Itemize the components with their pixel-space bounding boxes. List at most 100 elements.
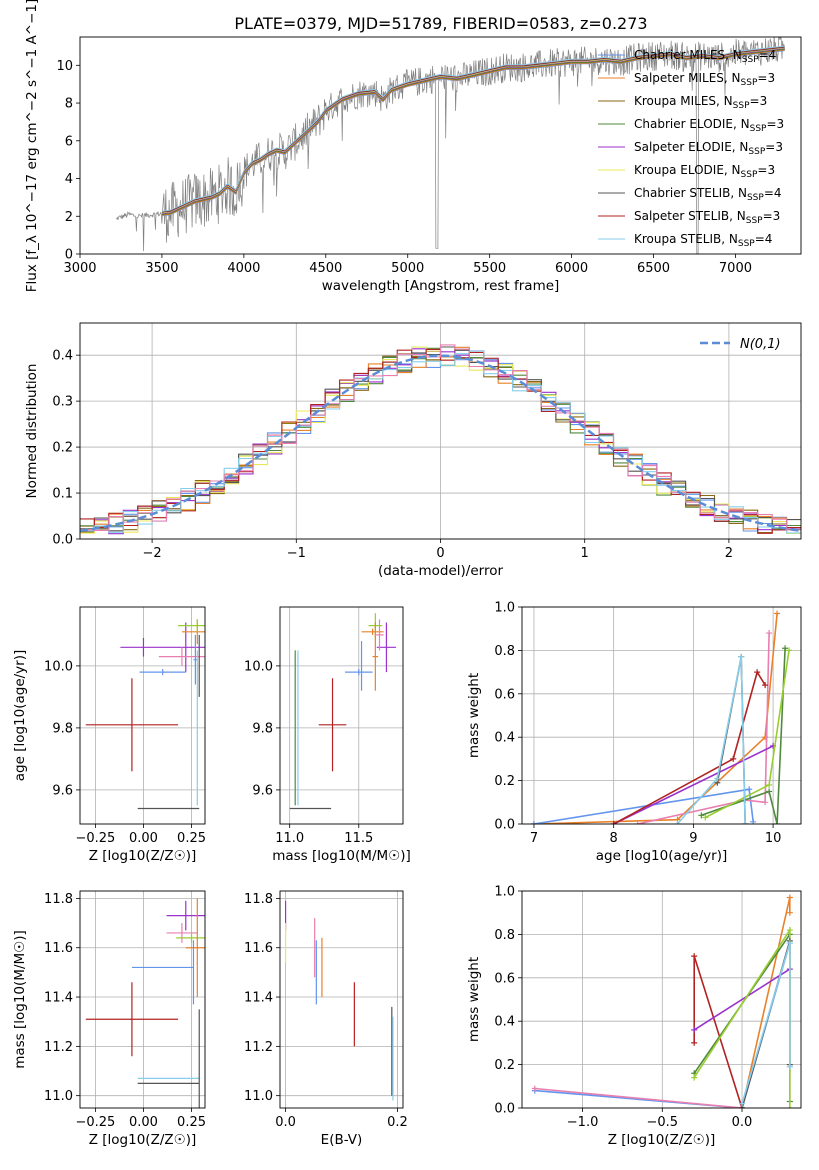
error-cross — [176, 932, 205, 943]
y-tick-label: 0.3 — [52, 395, 73, 410]
age-vs-Z-axes: −0.25 0.00 0.25 9.6 9.8 10.0 — [44, 607, 206, 846]
series-line — [676, 656, 746, 824]
mass-vs-Z-plot-area — [85, 898, 205, 1108]
series-marker — [786, 647, 793, 654]
legend-label: Salpeter MILES, NSSP=3 — [634, 71, 775, 88]
legend-label-text: Chabrier MILES, N — [634, 48, 742, 62]
series-marker — [782, 645, 789, 652]
error-cross — [318, 678, 347, 772]
legend-label: Chabrier MILES, NSSP=4 — [634, 48, 776, 65]
histogram-legend: N(0,1) — [700, 337, 781, 352]
series-line — [693, 968, 791, 1031]
legend-label-sub: SSP — [748, 147, 765, 157]
x-tick-label: 0.0 — [732, 1115, 753, 1130]
y-tick-label: 10.0 — [44, 659, 73, 674]
y-tick-label: 10.0 — [244, 659, 273, 674]
series-marker — [774, 821, 781, 824]
legend-label-sub: SSP — [747, 193, 764, 203]
series-marker — [786, 927, 793, 934]
legend-label: Kroupa ELODIE, NSSP=3 — [634, 163, 775, 180]
mass-vs-Z-axes: −0.25 0.00 0.25 11.0 11.2 11.4 11.6 11.8 — [44, 891, 206, 1130]
y-tick-label: 11.4 — [244, 991, 273, 1006]
legend-label: Chabrier STELIB, NSSP=4 — [634, 186, 782, 203]
x-tick-label: 0 — [436, 546, 444, 561]
legend-label-text: Kroupa MILES, N — [634, 94, 733, 108]
error-cross — [375, 619, 384, 651]
series-marker — [762, 682, 769, 689]
x-tick-label: 4000 — [227, 261, 260, 276]
legend-label: Kroupa MILES, NSSP=3 — [634, 94, 767, 111]
y-axis-label: Flux [f_λ 10^−17 erg cm^−2 s^−1 A^−1] — [24, 0, 40, 292]
error-cross — [344, 669, 373, 676]
mass-weight-vs-age-plot-area — [530, 610, 793, 824]
x-tick-label: 10 — [765, 831, 782, 846]
legend-label-sub: SSP — [741, 170, 758, 180]
y-axis-label: mass weight — [466, 673, 482, 758]
series-marker — [766, 781, 773, 788]
legend-label-text: Salpeter ELODIE, N — [634, 140, 748, 154]
series-line — [704, 650, 790, 819]
y-tick-label: 0.2 — [52, 441, 73, 456]
histogram-step — [80, 350, 801, 534]
error-cross — [166, 622, 205, 673]
series-marker — [739, 1100, 746, 1107]
y-tick-label: 2 — [65, 210, 73, 225]
spectrum-plot-area — [115, 37, 785, 254]
x-tick-label: 0.00 — [129, 1115, 158, 1130]
y-tick-label: 9.8 — [52, 721, 73, 736]
legend-label-sub: SSP — [741, 78, 758, 88]
x-tick-label: 1 — [581, 546, 589, 561]
age-vs-mass-frame — [279, 606, 404, 825]
legend-label-n: =3 — [763, 209, 781, 223]
y-tick-label: 8 — [65, 97, 73, 112]
legend-label-n: =3 — [757, 71, 775, 85]
y-tick-label: 4 — [65, 172, 73, 187]
legend-label-text: Salpeter MILES, N — [634, 71, 741, 85]
x-tick-label: −0.25 — [75, 1115, 115, 1130]
normal-curve — [80, 354, 801, 533]
x-axis-label: wavelength [Angstrom, rest frame] — [322, 278, 560, 294]
series-marker — [702, 814, 709, 821]
y-tick-label: 0.0 — [52, 533, 73, 548]
y-tick-label: 11.0 — [44, 1089, 73, 1104]
series-marker — [691, 1074, 698, 1081]
legend-label-sub: SSP — [742, 55, 759, 65]
x-axis-label: E(B-V) — [321, 1132, 363, 1148]
mass-vs-EBV-frame — [279, 890, 404, 1109]
y-tick-label: 9.6 — [252, 783, 273, 798]
x-tick-label: 7 — [530, 831, 538, 846]
error-cross — [85, 982, 179, 1057]
series-marker — [754, 669, 761, 676]
x-tick-label: −1 — [287, 546, 306, 561]
age-vs-mass-axes: 11.0 11.5 9.6 9.8 10.0 — [244, 607, 403, 846]
y-tick-label: 11.6 — [44, 941, 73, 956]
series-marker — [674, 821, 681, 824]
legend-label-sub: SSP — [733, 101, 750, 111]
mass-weight-vs-Z-plot-area — [531, 894, 793, 1108]
y-axis-label: mass [log10(M/M☉)] — [12, 930, 28, 1069]
error-cross — [120, 638, 167, 657]
x-axis-label: mass [log10(M/M☉)] — [272, 848, 411, 864]
legend-label-n: =3 — [750, 94, 768, 108]
mass-vs-Z-frame — [79, 890, 206, 1109]
mass-weight-vs-age-axes: 7 8 9 10 0.0 0.2 0.4 0.6 0.8 1.0 — [494, 601, 801, 846]
error-cross — [178, 619, 205, 632]
y-tick-label: 0.1 — [52, 487, 73, 502]
error-cross — [185, 898, 205, 998]
x-tick-label: 3000 — [63, 261, 96, 276]
y-tick-label: 9.6 — [52, 783, 73, 798]
series-line — [613, 670, 766, 824]
error-cross — [85, 678, 179, 772]
series-marker — [691, 1026, 698, 1033]
figure-title: PLATE=0379, MJD=51789, FIBERID=0583, z=0… — [234, 14, 647, 33]
y-axis-label: mass weight — [466, 957, 482, 1042]
x-tick-label: 6000 — [555, 261, 588, 276]
series-marker — [786, 1063, 793, 1070]
legend-label-text: Kroupa ELODIE, N — [634, 163, 741, 177]
y-tick-label: 1.0 — [494, 601, 515, 616]
legend-label-sub: SSP — [738, 239, 755, 249]
series-marker — [786, 940, 793, 947]
y-tick-label: 0.6 — [494, 971, 515, 986]
x-tick-label: 0.25 — [177, 831, 206, 846]
y-axis-label: Normed distribution — [24, 364, 40, 499]
